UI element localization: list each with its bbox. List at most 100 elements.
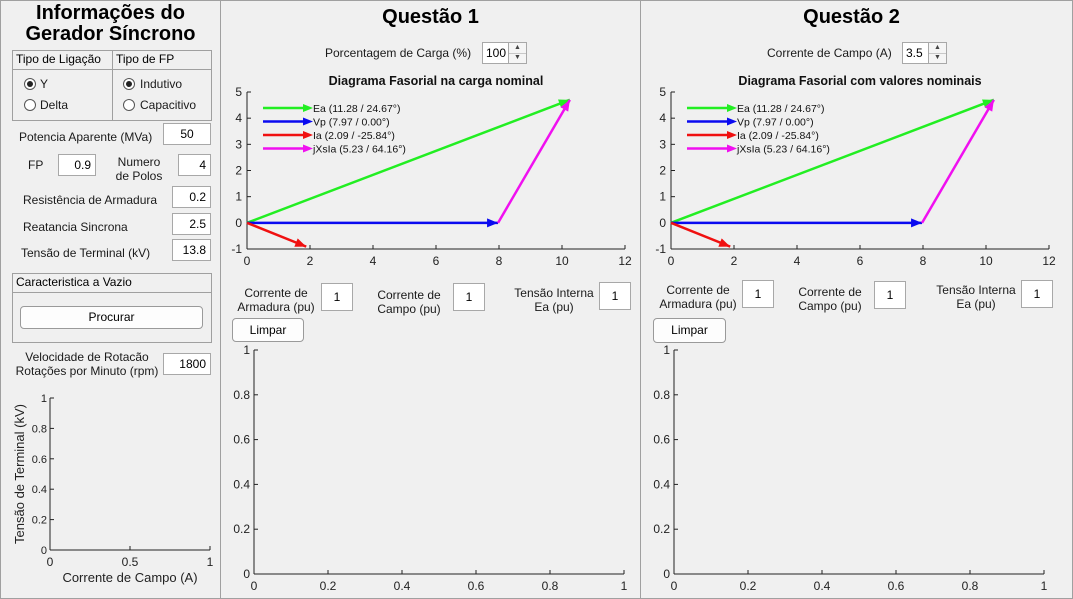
q1-legend-label: Ea (11.28 / 24.67°) [313, 103, 400, 115]
radio-y[interactable] [24, 78, 36, 90]
velocidade-label: Velocidade de Rotacão Rotações por Minut… [11, 350, 163, 378]
q2-tensao-interna-field[interactable]: 1 [1021, 280, 1053, 308]
q1-x-tick-label: 4 [370, 254, 377, 268]
velocidade-field[interactable]: 1800 [163, 353, 211, 375]
q1-legend-label: Ia (2.09 / -25.84°) [313, 130, 395, 142]
questao2-panel: Questão 2 Corrente de Campo (A) 3.5 ▲ ▼ … [640, 0, 1073, 599]
spinner-down-icon[interactable]: ▼ [934, 54, 941, 61]
radio-indutivo[interactable] [123, 78, 135, 90]
generator-info-title: Informações do Gerador Síncrono [1, 3, 220, 45]
q1-phasor-line [496, 99, 571, 224]
q1-y-tick-label: 0 [235, 216, 242, 230]
vazio-y-tick-label: 0.6 [32, 454, 47, 466]
radio-capacitivo[interactable] [123, 99, 135, 111]
q2-phasor-3 [920, 99, 995, 224]
q2-x-tick-label: 8 [920, 254, 927, 268]
q1-results-y-tick-label: 0.8 [233, 388, 250, 402]
q2-legend-label: Ea (11.28 / 24.67°) [737, 103, 824, 115]
radio-delta[interactable] [24, 99, 36, 111]
q1-corrente-armadura-field[interactable]: 1 [321, 283, 353, 311]
q1-corrente-campo-line2: Campo (pu) [377, 302, 441, 316]
q1-legend-arrow [303, 104, 313, 112]
q2-x-tick-label: 2 [731, 254, 738, 268]
potencia-field[interactable]: 50 [163, 123, 211, 145]
fp-type-group-title: Tipo de FP [113, 51, 211, 70]
q1-phasor-1 [247, 218, 499, 228]
generator-info-panel: Informações do Gerador Síncrono Tipo de … [0, 0, 221, 599]
spinner-up-icon[interactable]: ▲ [509, 43, 526, 54]
vazio-y-tick-label: 0 [41, 545, 47, 557]
q1-y-tick-label: 5 [235, 85, 242, 99]
vazio-group-title: Caracteristica a Vazio [13, 274, 211, 293]
q1-y-tick-label: 3 [235, 137, 242, 151]
q1-carga-label: Porcentagem de Carga (%) [325, 46, 472, 60]
questao2-title: Questão 2 [803, 6, 900, 28]
q1-limpar-button[interactable]: Limpar [232, 318, 304, 342]
resistencia-field[interactable]: 0.2 [172, 186, 211, 208]
vazio-x-tick-label: 1 [207, 555, 214, 569]
q1-corrente-campo-line1: Corrente de [377, 288, 441, 302]
q1-phasor-chart: Diagrama Fasorial na carga nominal -1012… [231, 74, 632, 268]
q2-results-y-tick-label: 0.6 [653, 433, 670, 447]
q2-y-tick-label: 5 [659, 85, 666, 99]
q2-results-y-tick-label: 0.8 [653, 388, 670, 402]
vazio-plot-xlabel: Corrente de Campo (A) [62, 570, 197, 585]
q2-corrente-campo-line2: Campo (pu) [798, 299, 862, 313]
q2-phasor-line [920, 99, 995, 224]
q1-corrente-armadura-label: Corrente de Armadura (pu) [231, 286, 321, 314]
q1-phasor-arrowhead [557, 99, 570, 108]
q2-legend-arrow [727, 131, 737, 139]
fp-field[interactable]: 0.9 [58, 154, 96, 176]
q1-y-tick-label: 2 [235, 164, 242, 178]
q2-results-y-tick-label: 0.2 [653, 522, 670, 536]
q2-chart-title: Diagrama Fasorial com valores nominais [738, 74, 981, 88]
q2-y-tick-label: -1 [655, 242, 666, 256]
velocidade-label-line1: Velocidade de Rotacão [25, 350, 149, 364]
q2-legend-label: Vp (7.97 / 0.00°) [737, 117, 814, 129]
tensao-terminal-field[interactable]: 13.8 [172, 239, 211, 261]
q2-phasor-line [670, 98, 995, 225]
q1-x-tick-label: 8 [496, 254, 503, 268]
q2-phasor-0 [670, 98, 995, 225]
q2-corrente-armadura-field[interactable]: 1 [742, 280, 774, 308]
q1-legend-label: Vp (7.97 / 0.00°) [313, 117, 390, 129]
q1-tensao-interna-field[interactable]: 1 [599, 282, 631, 310]
q1-phasor-arrowhead [294, 238, 307, 247]
q1-phasor-3 [496, 99, 571, 224]
polos-field[interactable]: 4 [178, 154, 211, 176]
q2-legend-arrow [727, 117, 737, 126]
q1-x-tick-label: 0 [244, 254, 251, 268]
q2-corrente-armadura-label: Corrente de Armadura (pu) [653, 283, 743, 311]
q2-campo-spinner[interactable]: ▲ ▼ [929, 42, 947, 64]
q2-x-tick-label: 0 [668, 254, 675, 268]
vazio-x-tick-label: 0 [47, 555, 54, 569]
q2-corrente-campo-field[interactable]: 1 [874, 281, 906, 309]
q2-legend-label: Ia (2.09 / -25.84°) [737, 130, 819, 142]
q2-phasor-arrowhead [981, 99, 994, 108]
q2-legend-arrow [727, 104, 737, 112]
spinner-up-icon[interactable]: ▲ [929, 43, 946, 54]
q1-carga-field[interactable]: 100 [482, 42, 509, 64]
q1-results-x-tick-label: 0.4 [394, 579, 411, 593]
q2-campo-field[interactable]: 3.5 [902, 42, 929, 64]
vazio-x-tick-label: 0.5 [122, 555, 139, 569]
vazio-group: Caracteristica a Vazio Procurar [12, 273, 212, 343]
q1-corrente-campo-field[interactable]: 1 [453, 283, 485, 311]
q1-carga-spinner[interactable]: ▲ ▼ [509, 42, 527, 64]
q2-phasor-arrowhead [911, 218, 923, 228]
reatancia-field[interactable]: 2.5 [172, 213, 211, 235]
q2-phasor-arrowhead [984, 99, 994, 112]
q1-phasor-line [246, 98, 571, 225]
q2-y-tick-label: 3 [659, 137, 666, 151]
q1-results-y-tick-label: 0.6 [233, 433, 250, 447]
q2-legend-arrow [727, 144, 737, 153]
reatancia-label: Reatancia Sincrona [23, 220, 128, 234]
vazio-plot-ylabel: Tensão de Terminal (kV) [12, 404, 27, 544]
vazio-y-tick-label: 0.8 [32, 423, 47, 435]
q2-limpar-button[interactable]: Limpar [653, 318, 726, 343]
q2-tensao-interna-line1: Tensão Interna [936, 283, 1016, 297]
procurar-button[interactable]: Procurar [20, 306, 203, 329]
q1-legend-arrow [303, 144, 313, 153]
polos-label-line1: Numero [117, 155, 161, 169]
spinner-down-icon[interactable]: ▼ [514, 54, 521, 61]
